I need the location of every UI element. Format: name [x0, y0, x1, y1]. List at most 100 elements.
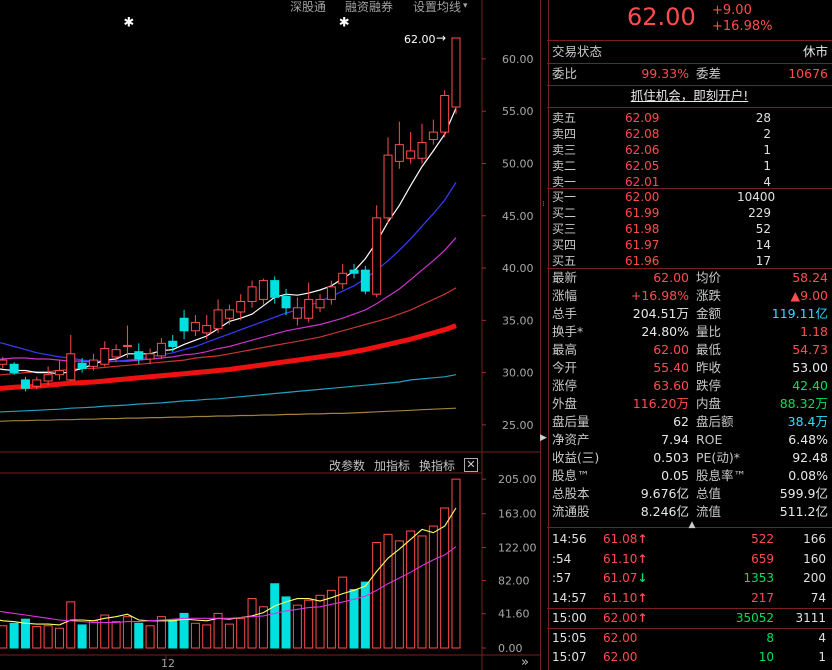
sell-level-row[interactable]: 卖四 62.08 2 — [547, 126, 832, 142]
candle-body — [43, 374, 53, 382]
candle-body — [168, 340, 178, 347]
sell-level-label: 卖五 — [552, 111, 577, 125]
volume-bar — [270, 583, 280, 649]
stat-row: 流通股 8.246亿 流值 511.2亿 — [547, 503, 832, 521]
stat-value: 511.2亿 — [779, 504, 828, 519]
stat-value: 0.503 — [653, 450, 689, 465]
stat-label: 盘后量 — [552, 414, 590, 429]
scroll-right-icon[interactable]: » — [521, 655, 529, 670]
stat-value: 38.4万 — [787, 414, 828, 429]
buy-level-price: 61.96 — [625, 254, 660, 268]
buy-level-row[interactable]: 买一 62.00 10400 — [547, 189, 832, 205]
stat-value: 63.60 — [653, 378, 689, 393]
menu-hk-connect[interactable]: 深股通 — [290, 0, 327, 14]
sell-level-row[interactable]: 卖三 62.06 1 — [547, 142, 832, 158]
tick-price-wrap: 61.07↓ — [603, 569, 647, 588]
tick-price: 61.08 — [603, 532, 638, 546]
stat-value: 204.51万 — [632, 306, 689, 321]
candle-body — [111, 349, 121, 358]
tick-price: 62.00 — [603, 610, 638, 625]
stat-value: 42.40 — [792, 378, 828, 393]
buy-level-row[interactable]: 买三 61.98 52 — [547, 221, 832, 237]
volume-bar — [179, 612, 189, 649]
collapse-panel-icon[interactable]: ▶ — [540, 433, 547, 443]
trade-status-row: 交易状态 休市 — [547, 43, 832, 61]
order-diff-value: 10676 — [788, 66, 828, 81]
stat-row: 总股本 9.676亿 总值 599.9亿 — [547, 485, 832, 503]
stat-value: 55.40 — [653, 360, 689, 375]
sell-level-row[interactable]: 卖五 62.09 28 — [547, 110, 832, 126]
menu-margin-trading[interactable]: 融资融券 — [345, 0, 394, 14]
edit-params-button[interactable]: 改参数 — [329, 459, 366, 473]
price-tick-label: 35.00 — [502, 314, 534, 327]
candle-body — [54, 370, 64, 376]
stat-label: 最低 — [696, 342, 722, 357]
buy-level-volume: 229 — [748, 206, 771, 220]
stat-value: 24.80% — [641, 324, 689, 339]
stat-label: 总手 — [552, 306, 578, 321]
tick-row: :54 61.10↑ 659 160 — [547, 550, 832, 569]
menu-ma-settings[interactable]: 设置均线 — [413, 0, 462, 14]
stat-value: 599.9亿 — [779, 486, 828, 501]
stat-label: 换手* — [552, 324, 584, 339]
sell-level-label: 卖一 — [552, 175, 577, 189]
stat-label: PE(动)* — [696, 450, 740, 465]
sell-level-row[interactable]: 卖一 62.01 4 — [547, 174, 832, 190]
volume-bar — [0, 625, 8, 649]
volume-bar — [383, 533, 393, 649]
volume-bar — [406, 530, 416, 649]
candle-body — [190, 321, 200, 332]
buy-level-row[interactable]: 买五 61.96 17 — [547, 253, 832, 269]
candle-body — [394, 144, 404, 162]
candle-body — [258, 280, 268, 300]
buy-level-row[interactable]: 买二 61.99 229 — [547, 205, 832, 221]
candle-body — [32, 379, 42, 387]
volume-bar — [247, 598, 257, 649]
panel-divider[interactable] — [540, 0, 549, 670]
arrow-down-icon: ↓ — [637, 571, 648, 586]
candle-body — [270, 280, 280, 298]
candle-body — [349, 269, 359, 274]
ma-line-ma120 — [0, 374, 457, 413]
tick-time: 14:56 — [552, 532, 587, 546]
candle-body — [360, 269, 370, 292]
candle-body — [247, 286, 257, 303]
tick-price: 62.00 — [603, 650, 638, 665]
expand-up-icon[interactable]: ▲ — [688, 520, 696, 530]
volume-bar — [145, 625, 155, 649]
buy-level-label: 买五 — [552, 254, 577, 268]
volume-bar — [292, 604, 302, 649]
volume-bar — [156, 616, 166, 649]
tick-count: 4 — [818, 630, 826, 645]
price-change-pct: +16.98% — [712, 19, 773, 34]
add-indicator-button[interactable]: 加指标 — [374, 459, 411, 473]
arrow-up-icon: ↑ — [637, 551, 648, 566]
grip-icon[interactable]: ⁞ — [542, 200, 545, 208]
volume-bar — [100, 614, 110, 649]
tick-price-wrap: 62.00 — [603, 648, 637, 667]
volume-bar — [20, 618, 30, 649]
volume-bar — [304, 599, 314, 649]
switch-indicator-button[interactable]: 换指标 — [419, 459, 456, 473]
buy-level-label: 买二 — [552, 206, 577, 220]
buy-level-row[interactable]: 买四 61.97 14 — [547, 237, 832, 253]
tick-count: 74 — [810, 591, 826, 606]
price-tick-label: 45.00 — [502, 210, 534, 223]
volume-bar — [326, 589, 336, 649]
chevron-down-icon[interactable]: ▾ — [463, 1, 468, 11]
candle-body — [417, 142, 427, 159]
tick-row: 14:56 61.08↑ 522 166 — [547, 530, 832, 549]
volume-bar — [440, 507, 450, 649]
order-diff-label: 委差 — [696, 66, 722, 81]
stat-value: 62.00 — [653, 270, 689, 285]
sell-level-row[interactable]: 卖二 62.05 1 — [547, 158, 832, 174]
order-ratio-value: 99.33% — [641, 66, 689, 81]
stat-label: 涨跌 — [696, 288, 722, 303]
open-account-link[interactable]: 抓住机会，即刻开户! — [630, 88, 749, 103]
buy-level-price: 61.97 — [625, 238, 660, 252]
kline-chart-area[interactable]: 60.00 55.00 50.00 45.00 40.00 35.00 30.00 25.00… — [0, 0, 540, 670]
tick-time: :57 — [552, 571, 572, 586]
kline-chart[interactable]: 60.00 55.00 50.00 45.00 40.00 35.00 30.00 25.00… — [0, 0, 540, 670]
close-icon[interactable]: ✕ — [464, 458, 478, 472]
stat-label: 涨幅 — [552, 288, 578, 303]
